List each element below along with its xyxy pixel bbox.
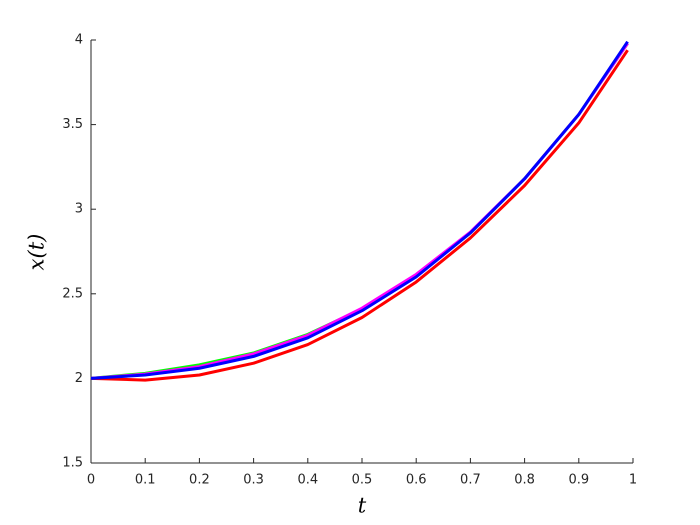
data-line (90, 42, 629, 380)
x-tick-label: 0.4 (297, 473, 318, 488)
y-tick-label: 2 (75, 371, 83, 386)
x-tick-label: 0.1 (135, 473, 156, 488)
y-tick-label: 3 (75, 202, 83, 217)
x-tick-label: 0.5 (352, 473, 373, 488)
y-tick-label: 2.5 (62, 286, 83, 301)
x-tick-label: 1 (629, 473, 637, 488)
x-tick-label: 0.3 (243, 473, 264, 488)
x-tick-label: 0.7 (460, 473, 481, 488)
x-tick-label: 0.9 (568, 473, 589, 488)
y-tick-label: 1.5 (62, 456, 83, 471)
y-tick-label: 4 (75, 33, 83, 48)
x-tick-label: 0.2 (189, 473, 210, 488)
data-line (90, 40, 629, 380)
data-line (90, 42, 629, 380)
y-tick-label: 3.5 (62, 117, 83, 132)
x-tick-label: 0.8 (514, 473, 535, 488)
x-tick-label: 0.6 (406, 473, 427, 488)
data-line (90, 49, 629, 382)
x-axis-title: t (358, 494, 367, 518)
x-tick-label: 0 (87, 473, 95, 488)
y-axis-title: x(t) (25, 234, 49, 271)
